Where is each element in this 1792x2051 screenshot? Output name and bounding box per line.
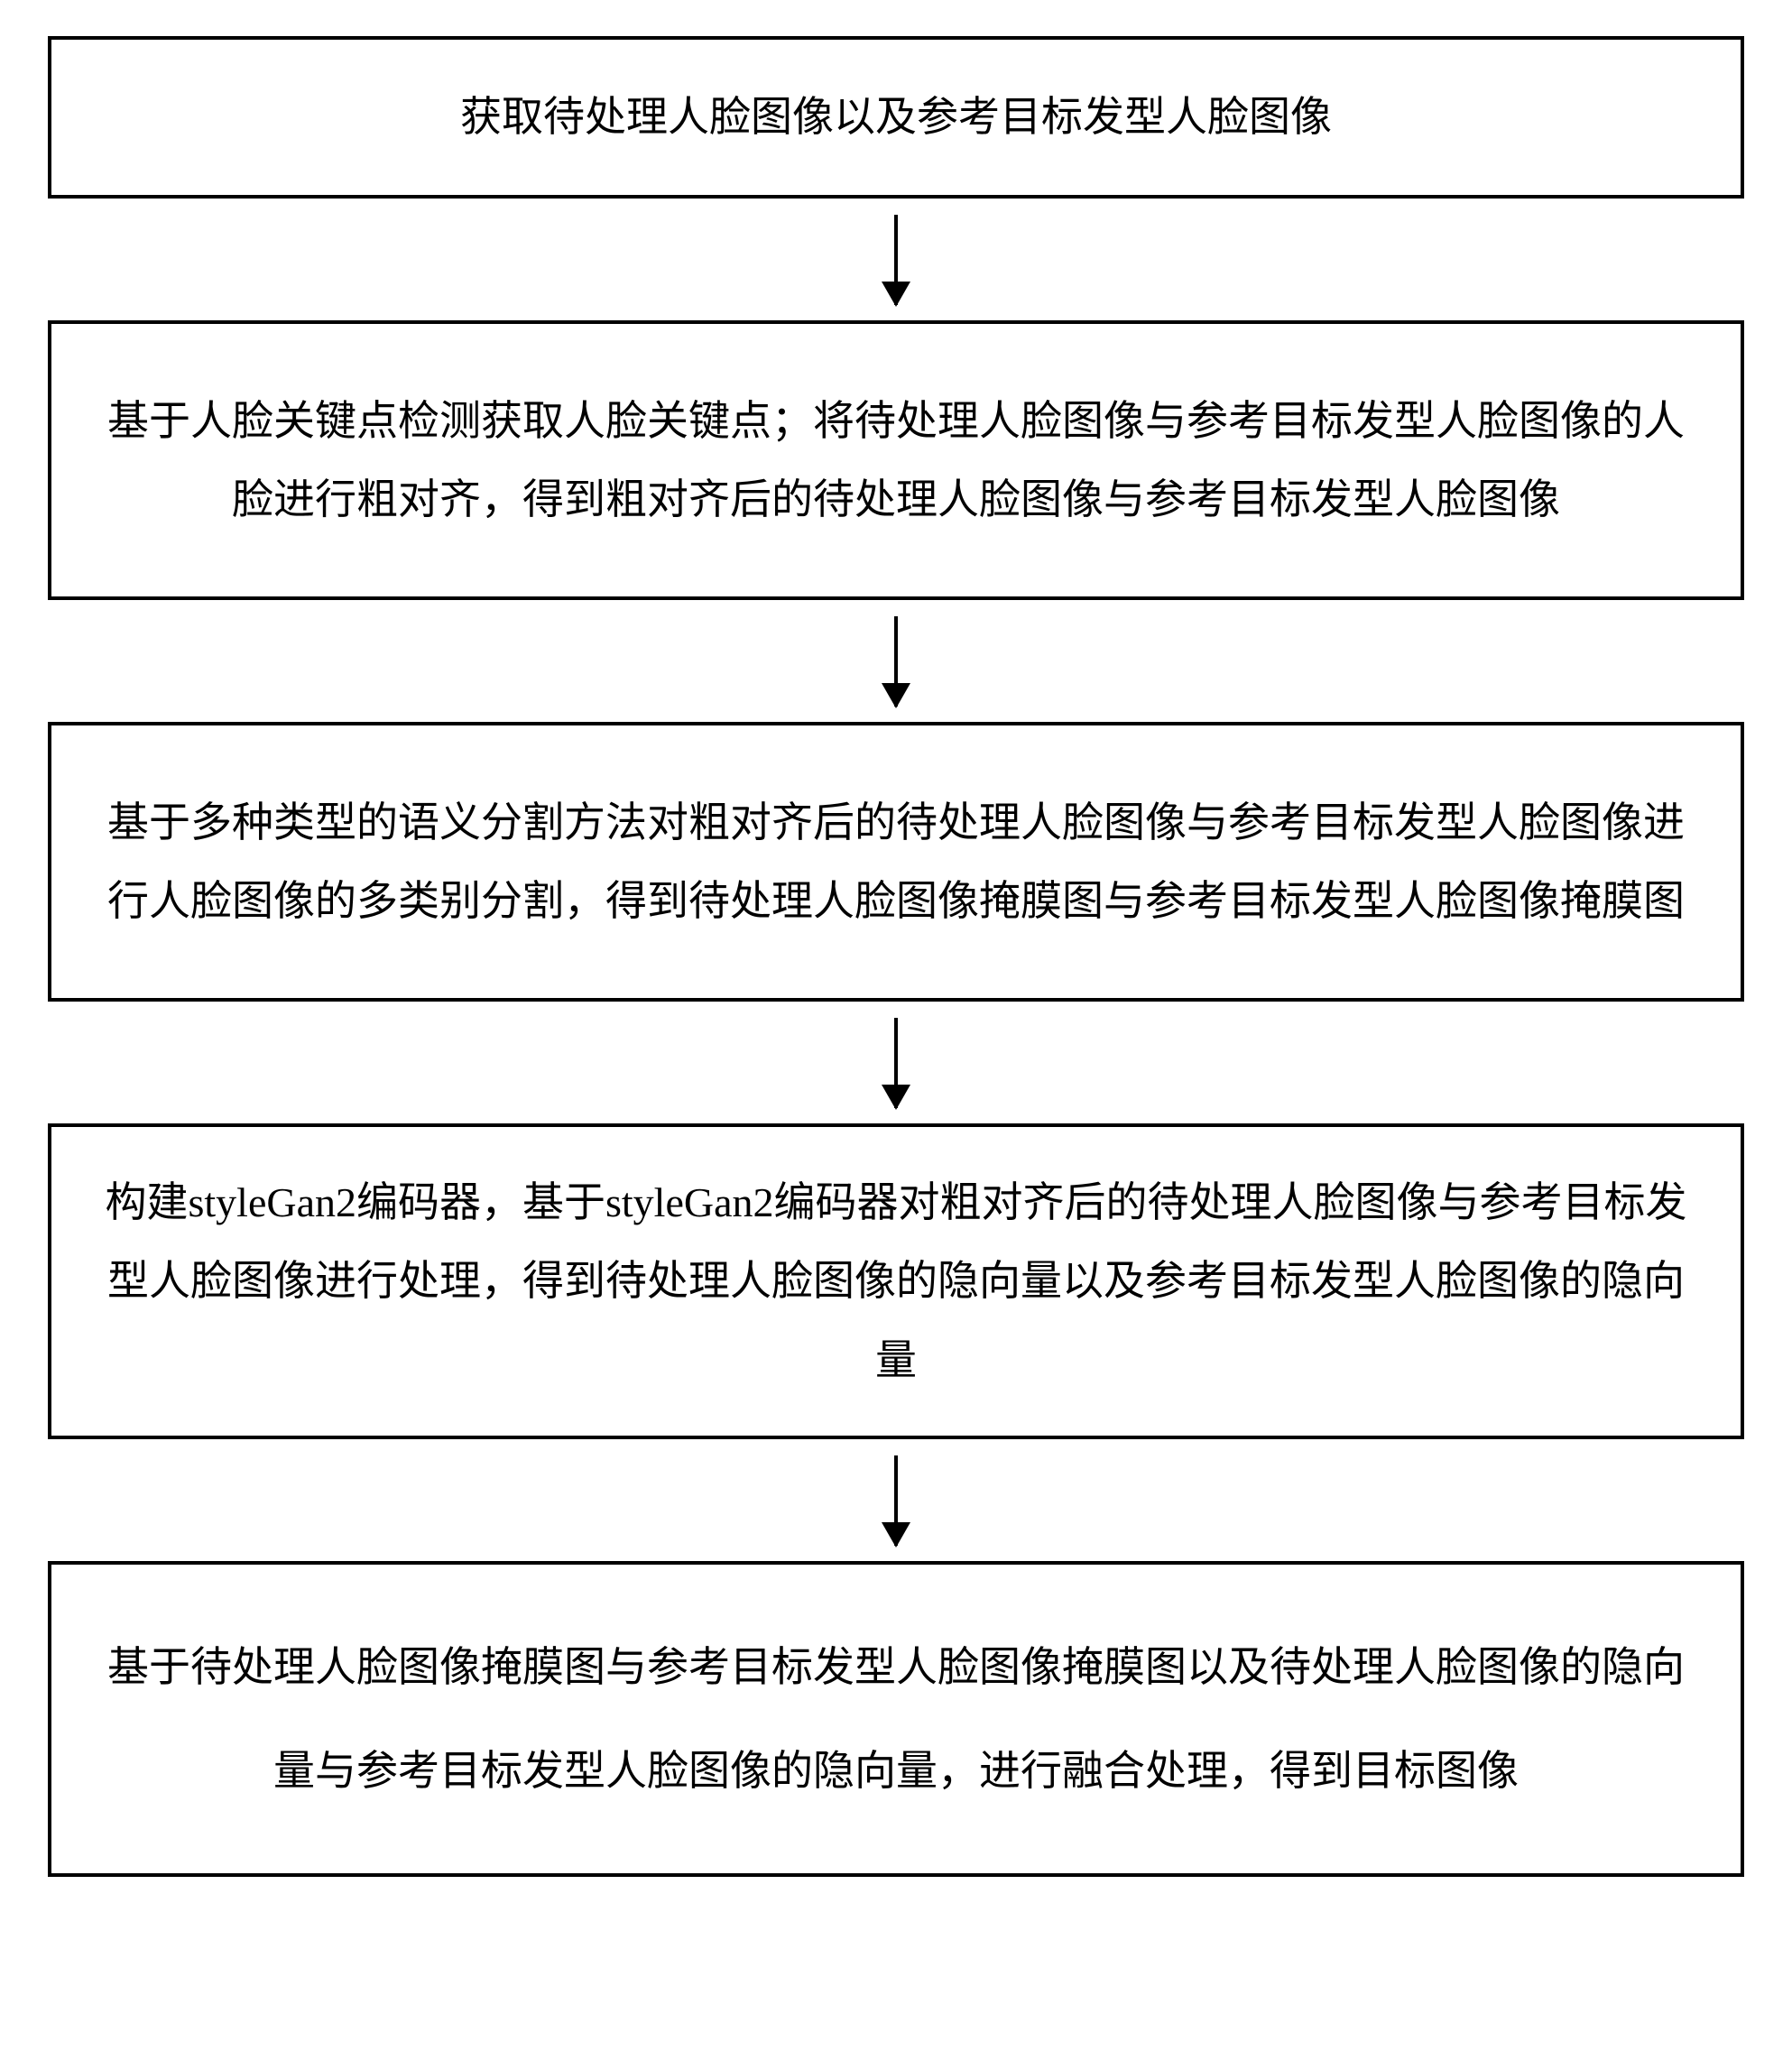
flowchart-step-3: 基于多种类型的语义分割方法对粗对齐后的待处理人脸图像与参考目标发型人脸图像进行人…: [48, 722, 1744, 1002]
step-1-text: 获取待处理人脸图像以及参考目标发型人脸图像: [460, 78, 1332, 156]
arrow-1-2: [894, 199, 898, 320]
arrow-icon: [894, 1018, 898, 1108]
arrow-icon: [894, 1455, 898, 1546]
flowchart-step-2: 基于人脸关键点检测获取人脸关键点；将待处理人脸图像与参考目标发型人脸图像的人脸进…: [48, 320, 1744, 600]
step-3-text: 基于多种类型的语义分割方法对粗对齐后的待处理人脸图像与参考目标发型人脸图像进行人…: [97, 783, 1695, 941]
step-2-text: 基于人脸关键点检测获取人脸关键点；将待处理人脸图像与参考目标发型人脸图像的人脸进…: [97, 382, 1695, 540]
arrow-3-4: [894, 1002, 898, 1123]
flowchart-step-1: 获取待处理人脸图像以及参考目标发型人脸图像: [48, 36, 1744, 199]
arrow-2-3: [894, 600, 898, 722]
step-5-text: 基于待处理人脸图像掩膜图与参考目标发型人脸图像掩膜图以及待处理人脸图像的隐向量与…: [97, 1615, 1695, 1823]
arrow-icon: [894, 215, 898, 305]
flowchart-step-4: 构建styleGan2编码器，基于styleGan2编码器对粗对齐后的待处理人脸…: [48, 1123, 1744, 1439]
flowchart-step-5: 基于待处理人脸图像掩膜图与参考目标发型人脸图像掩膜图以及待处理人脸图像的隐向量与…: [48, 1561, 1744, 1877]
step-4-text: 构建styleGan2编码器，基于styleGan2编码器对粗对齐后的待处理人脸…: [97, 1163, 1695, 1400]
arrow-4-5: [894, 1439, 898, 1561]
arrow-icon: [894, 616, 898, 707]
